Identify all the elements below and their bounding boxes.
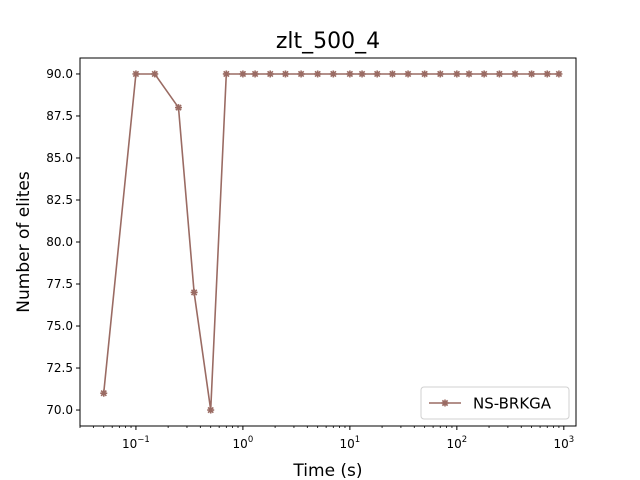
data-point [174, 104, 182, 112]
legend-box [420, 386, 570, 420]
legend-label: NS-BRKGA [473, 395, 552, 413]
y-axis: 70.0 72.5 75.0 77.5 80.0 82.5 85.0 87.5 90.0 [46, 67, 80, 417]
x-tick-label: 102 [446, 435, 467, 451]
data-point [480, 70, 488, 78]
plot-frame [79, 57, 577, 427]
data-point [239, 70, 247, 78]
y-tick-label: 75.0 [46, 319, 73, 333]
data-point [388, 70, 396, 78]
x-tick-label: 103 [553, 435, 574, 451]
data-point [100, 389, 108, 397]
data-point [314, 70, 322, 78]
data-point [207, 406, 215, 414]
data-point [297, 70, 305, 78]
data-point [495, 70, 503, 78]
data-point [281, 70, 289, 78]
y-tick-label: 82.5 [46, 193, 73, 207]
x-axis-label: Time (s) [292, 461, 362, 480]
plot-area [79, 57, 577, 427]
x-tick-label: 100 [233, 435, 254, 451]
data-point [190, 288, 198, 296]
legend: NS-BRKGA [420, 386, 570, 420]
data-point [511, 70, 519, 78]
data-point [453, 70, 461, 78]
series-line [102, 73, 559, 411]
x-axis: 10−1 100 101 102 103 [79, 426, 574, 451]
x-tick-label: 101 [340, 435, 361, 451]
y-axis-label: Number of elites [14, 171, 34, 313]
data-point [421, 70, 429, 78]
data-point [543, 70, 551, 78]
y-tick-label: 77.5 [46, 277, 73, 291]
data-point [358, 70, 366, 78]
y-tick-label: 72.5 [46, 361, 73, 375]
legend-marker [441, 399, 449, 407]
chart-title: zlt_500_4 [276, 29, 380, 54]
data-point [528, 70, 536, 78]
data-point [222, 70, 230, 78]
y-tick-label: 87.5 [46, 109, 73, 123]
data-point [555, 70, 563, 78]
data-point [266, 70, 274, 78]
y-tick-label: 70.0 [46, 403, 73, 417]
data-point [251, 70, 259, 78]
data-point [132, 70, 140, 78]
data-point [436, 70, 444, 78]
data-point [329, 70, 337, 78]
data-point [373, 70, 381, 78]
data-point [404, 70, 412, 78]
y-tick-label: 90.0 [46, 67, 73, 81]
x-tick-label: 10−1 [122, 435, 150, 451]
data-point [346, 70, 354, 78]
data-point [151, 70, 159, 78]
y-tick-label: 80.0 [46, 235, 73, 249]
y-tick-label: 85.0 [46, 151, 73, 165]
data-point [465, 70, 473, 78]
